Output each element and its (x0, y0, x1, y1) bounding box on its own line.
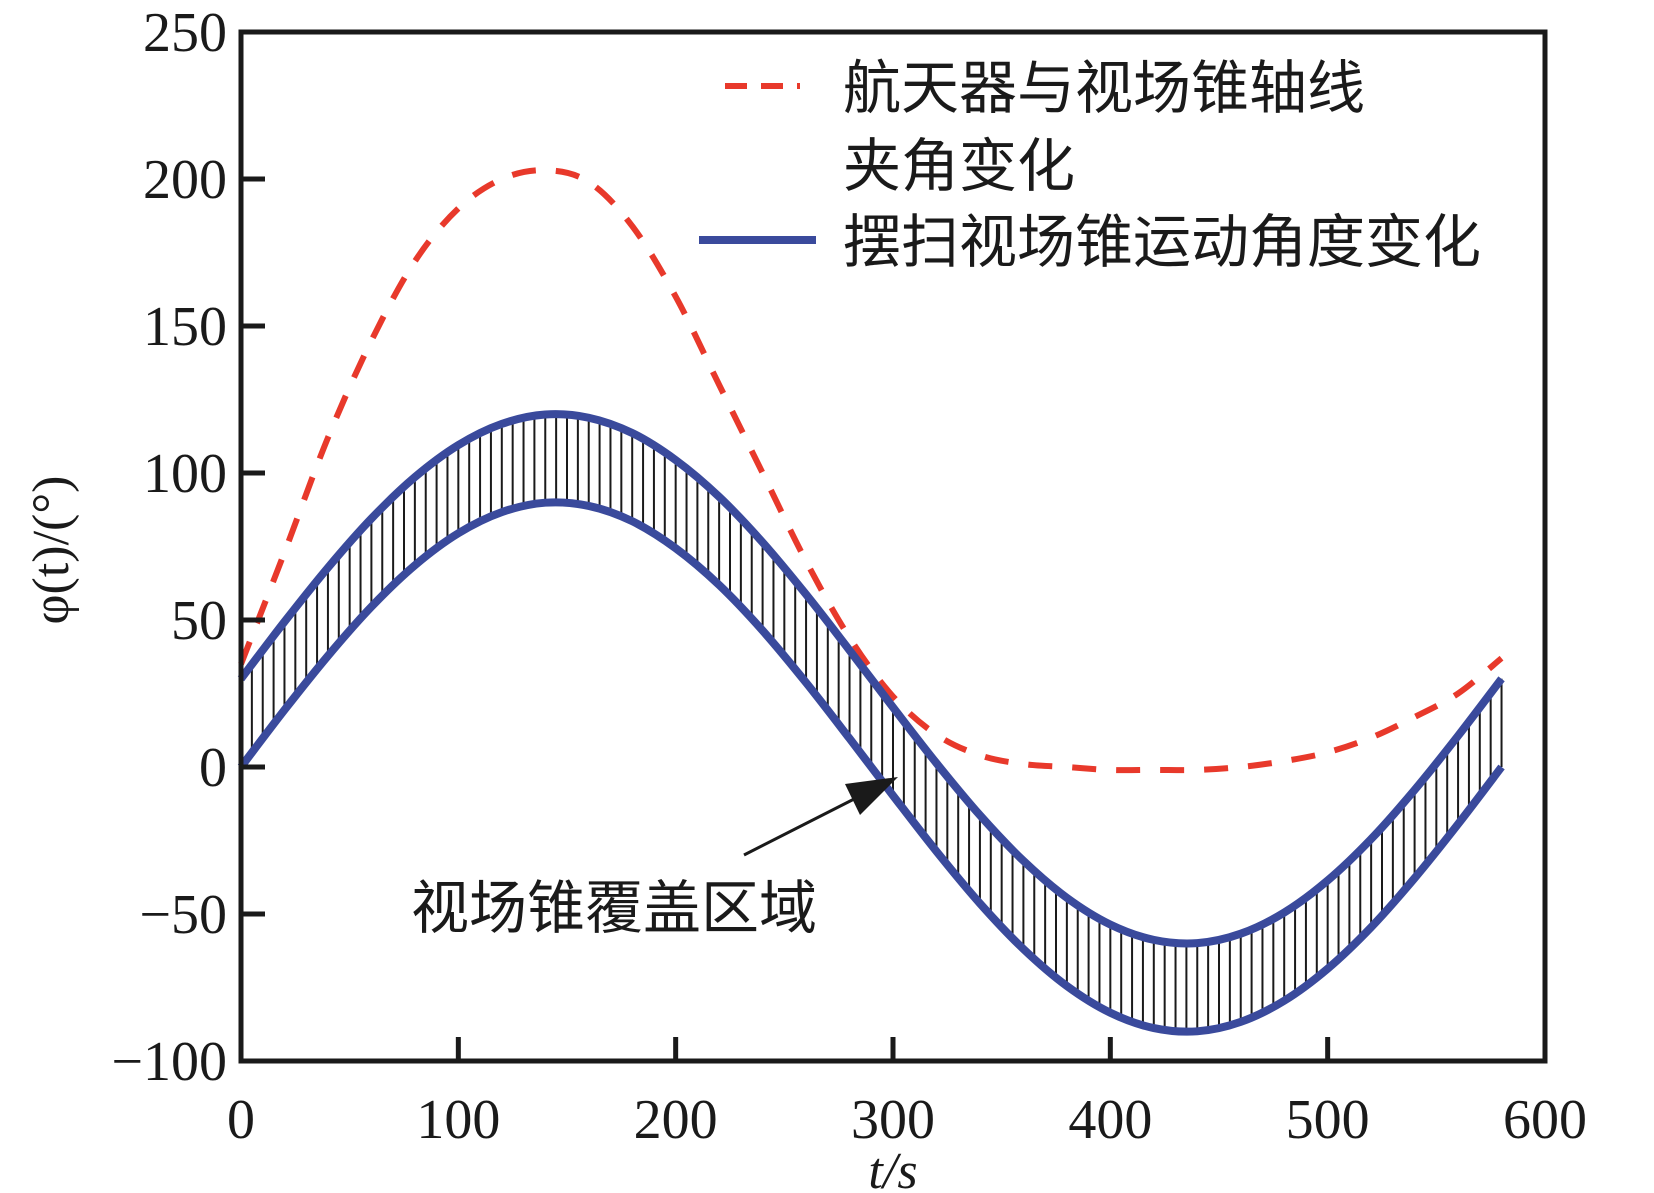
series-sweep-upper (237, 410, 1505, 948)
y-tick-label: 250 (143, 2, 227, 64)
y-tick-label: −50 (139, 884, 227, 946)
y-tick-label: 100 (143, 443, 227, 505)
legend-label-angle-line2: 夹角变化 (843, 132, 1075, 200)
y-tick-label: 0 (199, 737, 227, 799)
x-tick-label: 600 (1503, 1089, 1587, 1151)
legend: 航天器与视场锥轴线 夹角变化 摆扫视场锥运动角度变化 (699, 54, 1481, 276)
annotation-label: 视场锥覆盖区域 (411, 874, 817, 942)
annotation-arrow (743, 793, 863, 857)
legend-label-sweep: 摆扫视场锥运动角度变化 (843, 208, 1481, 276)
x-tick-label: 200 (634, 1089, 718, 1151)
y-tick-label: 200 (143, 149, 227, 211)
x-tick-label: 400 (1068, 1089, 1152, 1151)
axis-ticks: 0 100 200 300 400 500 600250200150100500−50−10… (111, 2, 1587, 1151)
coverage-hatch (240, 414, 1503, 1032)
x-tick-label: 500 (1286, 1089, 1370, 1151)
y-tick-label: −100 (111, 1031, 227, 1093)
annotation: 视场锥覆盖区域 (411, 777, 898, 942)
arrowhead-icon (845, 777, 898, 815)
curves (237, 167, 1505, 1036)
x-tick-label: 0 (227, 1089, 255, 1151)
y-tick-label: 50 (171, 590, 227, 652)
y-tick-label: 150 (143, 296, 227, 358)
legend-label-angle-line1: 航天器与视场锥轴线 (843, 54, 1365, 122)
y-axis-title: φ(t)/(°) (23, 476, 80, 625)
x-tick-label: 300 (851, 1089, 935, 1151)
x-axis-title: t/s (868, 1143, 917, 1193)
series-sweep-lower (237, 498, 1505, 1036)
x-tick-label: 100 (416, 1089, 500, 1151)
